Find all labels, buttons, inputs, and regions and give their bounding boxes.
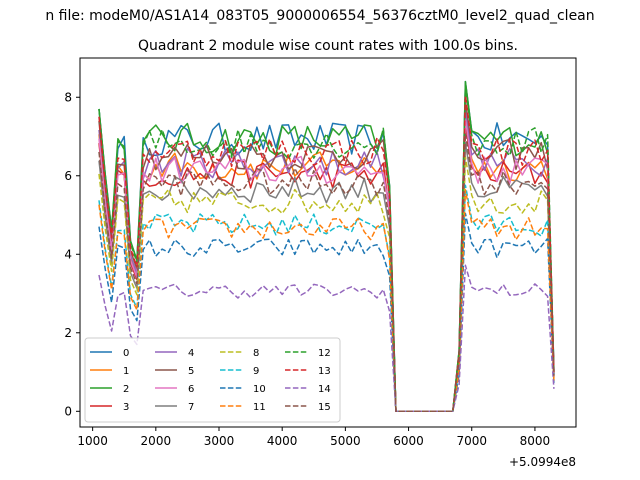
x-tick-label: 6000 bbox=[393, 434, 424, 448]
x-tick-label: 3000 bbox=[204, 434, 235, 448]
legend-label-13: 13 bbox=[318, 366, 331, 377]
series-line-13 bbox=[98, 94, 555, 413]
y-tick-label: 4 bbox=[64, 247, 72, 261]
plot-frame bbox=[79, 57, 577, 428]
series-line-8 bbox=[98, 156, 555, 413]
series-line-3 bbox=[98, 123, 555, 413]
legend-label-11: 11 bbox=[253, 402, 266, 413]
legend-label-14: 14 bbox=[318, 384, 331, 395]
legend-label-12: 12 bbox=[318, 348, 331, 359]
legend-box bbox=[84, 337, 341, 423]
legend-label-10: 10 bbox=[253, 384, 266, 395]
series-line-10 bbox=[98, 212, 555, 413]
legend-label-8: 8 bbox=[253, 348, 259, 359]
y-tick-label: 2 bbox=[64, 326, 72, 340]
legend-label-1: 1 bbox=[123, 366, 129, 377]
x-offset-label: +5.0994e8 bbox=[509, 455, 576, 469]
plot-lines bbox=[98, 80, 555, 413]
legend-label-4: 4 bbox=[188, 348, 194, 359]
y-tick-label: 6 bbox=[64, 169, 72, 183]
y-axis: 0 2 4 6 8 bbox=[64, 90, 80, 418]
chart-suptitle: n file: modeM0/AS1A14_083T05_9000006554_… bbox=[45, 8, 594, 24]
series-line-12 bbox=[98, 85, 555, 413]
x-tick-label: 8000 bbox=[520, 434, 551, 448]
legend-label-9: 9 bbox=[253, 366, 259, 377]
x-tick-label: 7000 bbox=[456, 434, 487, 448]
legend-label-7: 7 bbox=[188, 402, 194, 413]
legend-label-2: 2 bbox=[123, 384, 129, 395]
x-axis: 1000 2000 3000 4000 5000 6000 7000 8000 bbox=[77, 427, 550, 448]
x-tick-label: 4000 bbox=[267, 434, 298, 448]
y-tick-label: 8 bbox=[64, 90, 72, 104]
x-tick-label: 5000 bbox=[330, 434, 361, 448]
chart-title: Quadrant 2 module wise count rates with … bbox=[138, 38, 518, 54]
x-tick-label: 2000 bbox=[141, 434, 172, 448]
legend-label-3: 3 bbox=[123, 402, 129, 413]
series-line-5 bbox=[98, 99, 555, 413]
x-tick-label: 1000 bbox=[77, 434, 108, 448]
legend-label-15: 15 bbox=[318, 402, 331, 413]
series-line-15 bbox=[98, 132, 555, 413]
y-tick-label: 0 bbox=[64, 404, 72, 418]
legend-label-5: 5 bbox=[188, 366, 194, 377]
series-line-11 bbox=[98, 189, 555, 413]
series-line-6 bbox=[98, 118, 555, 413]
legend-label-6: 6 bbox=[188, 384, 194, 395]
legend-label-0: 0 bbox=[123, 348, 129, 359]
series-line-4 bbox=[98, 109, 555, 413]
